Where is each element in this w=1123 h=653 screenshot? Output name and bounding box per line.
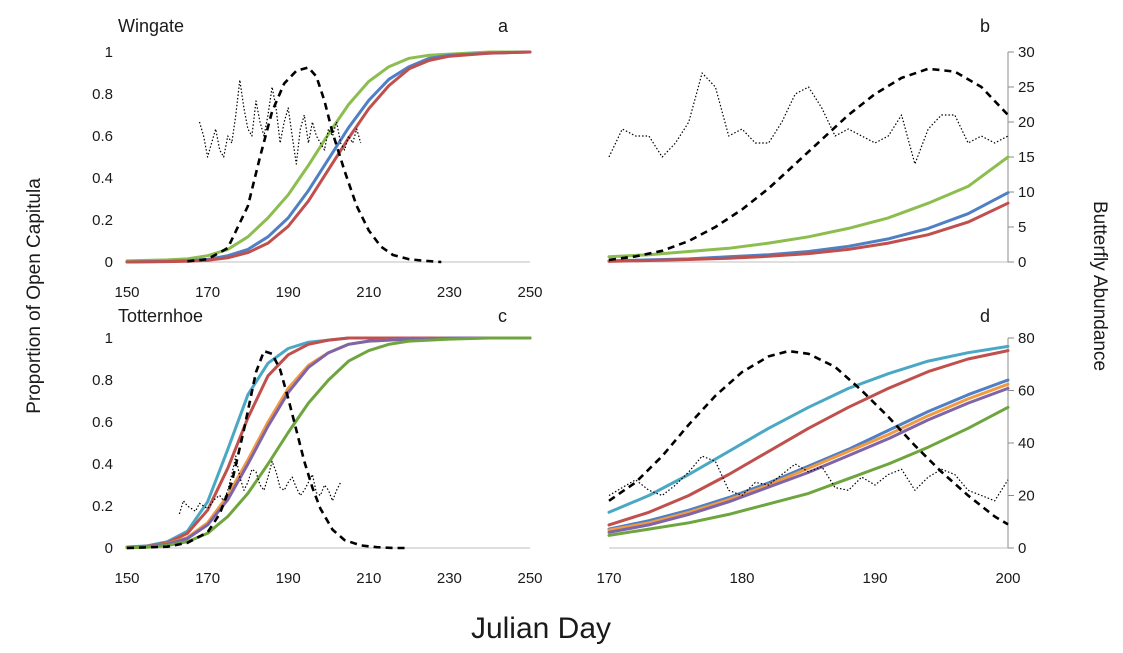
x-tick-label: 210 (356, 570, 381, 587)
x-tick-label: 200 (995, 570, 1020, 587)
series-line-d-5 (607, 386, 1010, 534)
panel-letter-b: b (980, 16, 990, 36)
series-line-c-2 (125, 336, 532, 549)
right-y-tick-label: 25 (1018, 79, 1035, 96)
y-tick-label: 0 (105, 254, 113, 271)
x-tick-label: 190 (276, 570, 301, 587)
series-line-a-1 (125, 50, 532, 263)
right-y-tick-label: 0 (1018, 254, 1026, 271)
x-tick-label: 230 (437, 570, 462, 587)
series-line-a-5 (198, 79, 362, 165)
series-line-c-1 (125, 336, 532, 549)
series-line-d-3 (607, 378, 1010, 531)
right-axis-label: Butterfly Abundance (1089, 201, 1110, 371)
axes-layer: 150 170 190 210 230 25000.20.40.60.8105101520… (92, 44, 1035, 587)
y-tick-label: 1 (105, 44, 113, 61)
panel-letter-a: a (498, 16, 509, 36)
x-tick-label: 170 (195, 570, 220, 587)
y-tick-label: 0.6 (92, 414, 113, 431)
y-tick-label: 0.2 (92, 212, 113, 229)
right-y-tick-label: 30 (1018, 44, 1035, 61)
right-y-tick-label: 60 (1018, 383, 1035, 400)
x-tick-label: 190 (862, 570, 887, 587)
series-line-b-3 (607, 201, 1010, 263)
series-line-c-5 (125, 336, 532, 550)
series-line-d-1 (607, 344, 1010, 514)
right-y-tick-label: 80 (1018, 330, 1035, 347)
panel-letter-d: d (980, 306, 990, 326)
right-y-tick-label: 10 (1018, 184, 1035, 201)
series-line-d-4 (607, 382, 1010, 532)
y-tick-label: 0.6 (92, 128, 113, 145)
right-y-tick-label: 40 (1018, 435, 1035, 452)
right-y-tick-label: 15 (1018, 149, 1035, 166)
panel-letter-c: c (498, 306, 507, 326)
series-layer (125, 50, 1010, 550)
x-tick-label: 150 (114, 570, 139, 587)
y-tick-label: 0.4 (92, 170, 113, 187)
x-tick-label: 170 (596, 570, 621, 587)
y-tick-label: 0.4 (92, 456, 113, 473)
series-line-b-1 (607, 155, 1010, 259)
series-line-b-2 (607, 191, 1010, 263)
left-axis-label: Proportion of Open Capitula (24, 178, 45, 414)
right-y-tick-label: 0 (1018, 540, 1026, 557)
x-tick-label: 150 (114, 284, 139, 301)
x-tick-label: 210 (356, 284, 381, 301)
site-label-wingate: Wingate (118, 16, 184, 36)
right-y-tick-label: 20 (1018, 488, 1035, 505)
x-tick-label: 190 (276, 284, 301, 301)
y-tick-label: 0.2 (92, 498, 113, 515)
series-line-b-4 (608, 67, 1009, 262)
x-tick-label: 250 (517, 284, 542, 301)
series-line-a-4 (187, 66, 442, 264)
x-axis-label: Julian Day (471, 612, 611, 645)
series-line-c-4 (125, 336, 532, 550)
right-y-tick-label: 20 (1018, 114, 1035, 131)
right-y-tick-label: 5 (1018, 219, 1026, 236)
series-line-b-5 (608, 72, 1009, 165)
y-tick-label: 0 (105, 540, 113, 557)
series-line-c-6 (126, 349, 410, 550)
series-line-d-2 (607, 349, 1010, 527)
series-line-d-7 (608, 349, 1009, 526)
y-tick-label: 1 (105, 330, 113, 347)
x-tick-label: 230 (437, 284, 462, 301)
y-tick-label: 0.8 (92, 86, 113, 103)
y-tick-label: 0.8 (92, 372, 113, 389)
series-line-d-6 (607, 405, 1010, 537)
series-line-c-7 (178, 455, 342, 515)
site-label-totternhoe: Totternhoe (118, 306, 203, 326)
x-tick-label: 250 (517, 570, 542, 587)
series-line-d-8 (608, 455, 1009, 502)
x-tick-label: 180 (729, 570, 754, 587)
x-tick-label: 170 (195, 284, 220, 301)
series-line-c-3 (125, 336, 532, 550)
series-line-a-2 (125, 50, 532, 264)
